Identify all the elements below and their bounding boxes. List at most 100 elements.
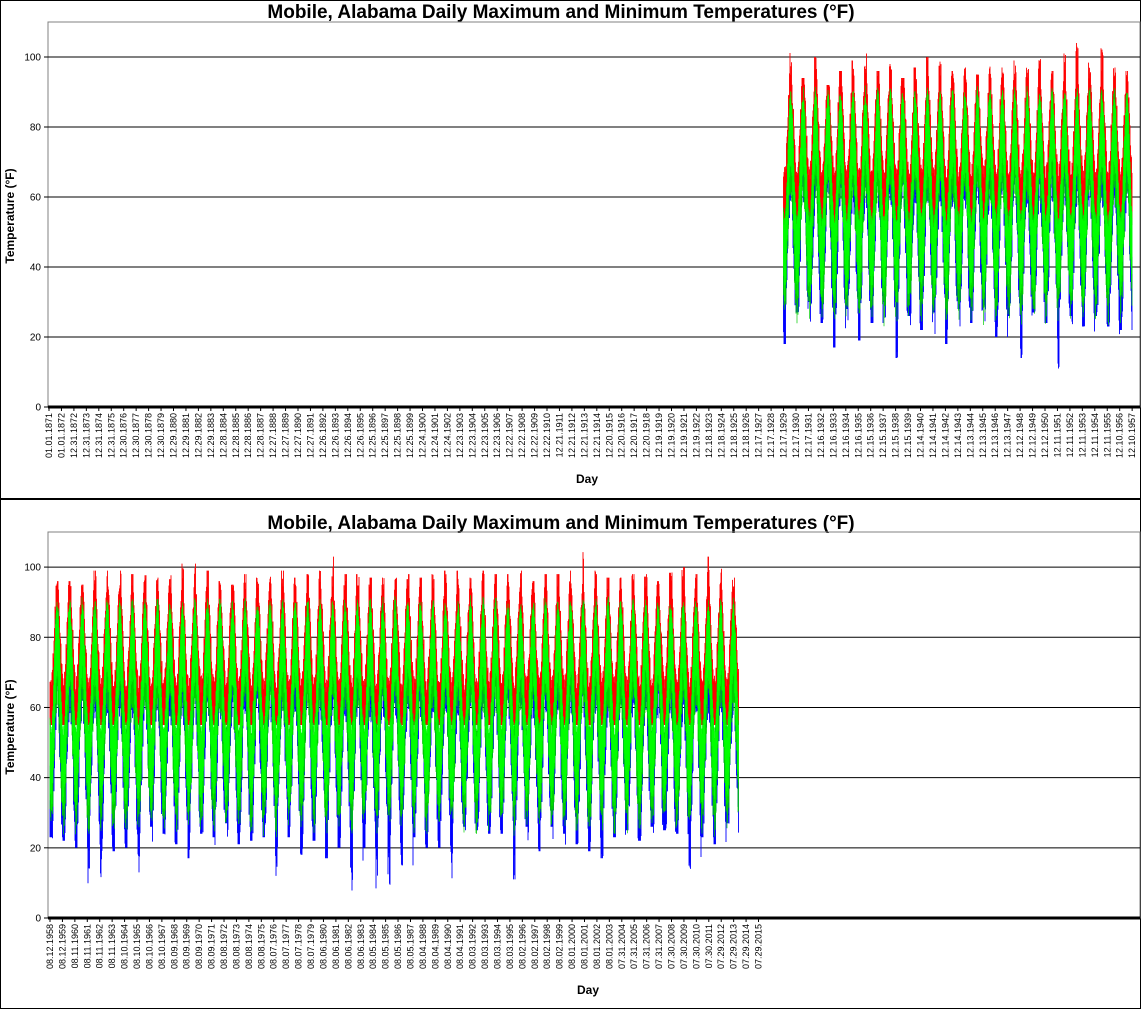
x-tick-label: 08.05.1984 (368, 924, 378, 969)
x-tick-label: 12.25.1896 (368, 413, 378, 458)
x-tick-label: 07.30.2010 (691, 924, 701, 969)
x-tick-label: 08.11.1963 (107, 924, 117, 968)
x-tick-label: 08.08.1974 (244, 924, 254, 969)
x-tick-label: 12.31.1874 (94, 413, 104, 458)
x-tick-label: 12.13.1945 (978, 413, 988, 458)
y-tick-label: 100 (24, 563, 41, 574)
x-tick-label: 12.28.1884 (218, 413, 228, 458)
x-tick-label: 08.02.1996 (517, 924, 527, 969)
x-tick-label: 12.25.1899 (405, 413, 415, 458)
y-tick-label: 80 (30, 123, 42, 134)
x-tick-label: 12.31.1875 (106, 413, 116, 458)
x-tick-label: 12.27.1889 (281, 413, 291, 458)
x-tick-label: 12.22.1910 (542, 413, 552, 458)
x-tick-label: 12.31.1872 (69, 413, 79, 458)
y-axis-label: Temperature (°F) (3, 168, 17, 263)
x-tick-label: 12.26.1894 (343, 413, 353, 458)
chart-top-svg: Mobile, Alabama Daily Maximum and Minimu… (3, 2, 1141, 486)
x-tick-label: 12.23.1905 (480, 413, 490, 458)
x-tick-label: 08.07.1976 (269, 924, 279, 969)
x-tick-label: 12.16.1933 (828, 413, 838, 458)
x-tick-label: 12.15.1939 (903, 413, 913, 458)
x-tick-label: 12.17.1927 (754, 413, 764, 458)
x-tick-label: 12.16.1932 (816, 413, 826, 458)
x-tick-label: 12.30.1877 (131, 413, 141, 458)
x-tick-label: 12.17.1931 (803, 413, 813, 458)
x-tick-label: 12.12.1949 (1028, 413, 1038, 458)
x-tick-label: 12.16.1935 (853, 413, 863, 458)
x-tick-label: 07.31.2007 (654, 924, 664, 969)
x-tick-label: 08.01.2002 (592, 924, 602, 969)
x-tick-label: 08.11.1961 (82, 924, 92, 968)
x-tick-label: 12.25.1898 (393, 413, 403, 458)
x-tick-label: 01.01.1871 (44, 413, 54, 458)
x-tick-label: 12.25.1897 (380, 413, 390, 458)
x-tick-label: 12.30.1876 (119, 413, 129, 458)
x-tick-label: 12.21.1913 (579, 413, 589, 458)
x-tick-label: 08.04.1989 (430, 924, 440, 969)
x-tick-label: 12.13.1947 (1003, 413, 1013, 458)
x-tick-label: 12.18.1923 (704, 413, 714, 458)
x-tick-label: 12.16.1934 (841, 413, 851, 458)
x-tick-label: 12.26.1893 (330, 413, 340, 458)
x-tick-label: 12.30.1879 (156, 413, 166, 458)
x-tick-label: 08.03.1992 (468, 924, 478, 969)
x-tick-label: 08.07.1979 (306, 924, 316, 969)
x-tick-label: 07.31.2006 (642, 924, 652, 969)
x-tick-label: 12.17.1929 (779, 413, 789, 458)
x-tick-label: 12.28.1886 (243, 413, 253, 458)
x-tick-label: 07.31.2004 (617, 924, 627, 969)
x-tick-label: 12.15.1937 (878, 413, 888, 458)
x-tick-label: 08.09.1971 (207, 924, 217, 969)
x-tick-label: 08.07.1977 (281, 924, 291, 969)
y-tick-label: 80 (30, 633, 42, 644)
x-tick-label: 08.01.2000 (567, 924, 577, 969)
x-tick-label: 12.19.1920 (667, 413, 677, 458)
y-tick-label: 40 (30, 773, 42, 784)
x-tick-label: 12.22.1907 (505, 413, 515, 458)
x-tick-label: 12.26.1895 (355, 413, 365, 458)
y-tick-label: 20 (30, 843, 42, 854)
chart-title: Mobile, Alabama Daily Maximum and Minimu… (267, 513, 854, 534)
x-tick-label: 08.06.1982 (343, 924, 353, 969)
x-axis-label: Day (576, 472, 598, 486)
x-tick-label: 01.01.1872 (57, 413, 67, 458)
x-tick-label: 08.08.1975 (256, 924, 266, 969)
x-tick-label: 08.04.1988 (418, 924, 428, 969)
x-tick-label: 12.13.1944 (965, 413, 975, 458)
x-tick-label: 08.03.1995 (505, 924, 515, 969)
x-tick-label: 08.02.1997 (530, 924, 540, 969)
x-tick-label: 07.31.2005 (629, 924, 639, 969)
x-tick-label: 12.11.1955 (1102, 413, 1112, 457)
x-tick-label: 12.22.1909 (530, 413, 540, 458)
x-tick-label: 12.21.1914 (592, 413, 602, 458)
x-tick-label: 08.08.1972 (219, 924, 229, 969)
x-tick-label: 12.23.1903 (455, 413, 465, 458)
y-axis-label: Temperature (°F) (3, 679, 17, 774)
chart-panel-bottom: Mobile, Alabama Daily Maximum and Minimu… (0, 499, 1141, 1009)
x-tick-label: 12.20.1918 (642, 413, 652, 458)
x-tick-label: 12.24.1900 (418, 413, 428, 458)
x-tick-label: 12.17.1928 (766, 413, 776, 458)
x-tick-label: 12.18.1925 (729, 413, 739, 458)
x-tick-label: 08.09.1970 (194, 924, 204, 969)
x-tick-label: 12.11.1951 (1052, 413, 1062, 457)
x-tick-label: 12.18.1924 (716, 413, 726, 458)
x-tick-label: 12.17.1930 (791, 413, 801, 458)
x-tick-label: 07.29.2013 (729, 924, 739, 969)
x-tick-label: 12.10.1957 (1127, 413, 1137, 458)
x-tick-label: 08.11.1962 (95, 924, 105, 968)
x-tick-label: 12.12.1950 (1040, 413, 1050, 458)
x-tick-label: 08.01.2003 (604, 924, 614, 969)
chart-title: Mobile, Alabama Daily Maximum and Minimu… (267, 2, 854, 23)
x-tick-label: 12.27.1891 (305, 413, 315, 458)
x-tick-label: 12.20.1915 (604, 413, 614, 458)
x-tick-label: 12.10.1956 (1115, 413, 1125, 458)
x-tick-label: 08.03.1993 (480, 924, 490, 969)
x-tick-label: 07.29.2014 (741, 924, 751, 969)
x-tick-label: 08.12.1958 (45, 924, 55, 969)
x-tick-label: 12.19.1921 (679, 413, 689, 458)
x-tick-label: 12.14.1941 (928, 413, 938, 458)
x-tick-label: 12.23.1904 (467, 413, 477, 458)
x-tick-label: 08.12.1959 (57, 924, 67, 969)
